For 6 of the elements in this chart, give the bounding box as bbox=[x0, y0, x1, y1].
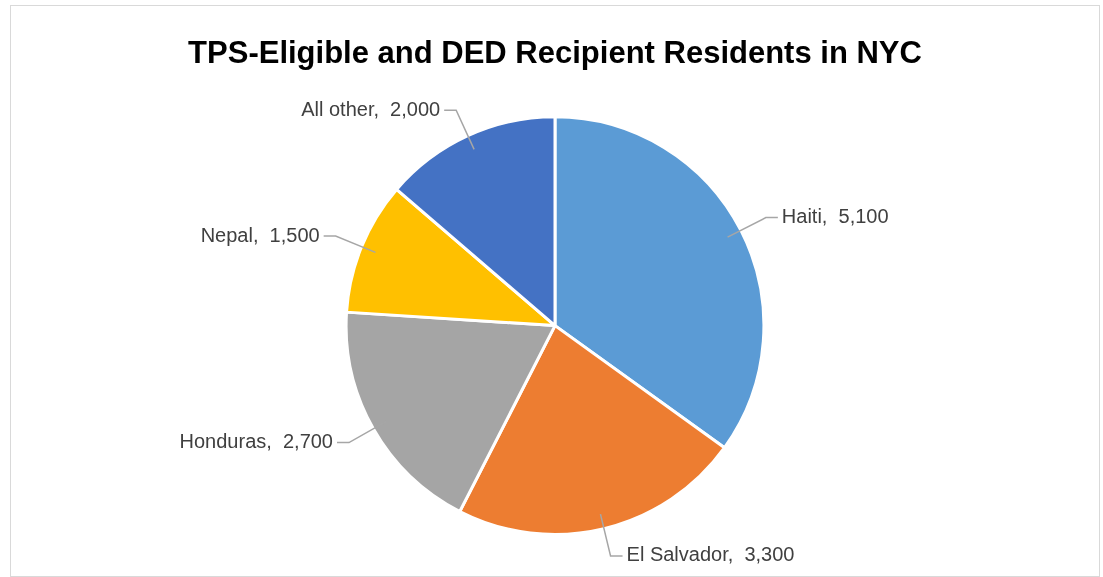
slice-label: Haiti, 5,100 bbox=[781, 205, 889, 228]
chart-title: TPS-Eligible and DED Recipient Residents in NYC bbox=[188, 35, 922, 71]
slice-label: Nepal, 1,500 bbox=[200, 223, 320, 246]
slice-label: Honduras, 2,700 bbox=[179, 430, 333, 453]
slice-label: El Salvador, 3,300 bbox=[626, 543, 795, 566]
slice-label: All other, 2,000 bbox=[301, 97, 441, 120]
